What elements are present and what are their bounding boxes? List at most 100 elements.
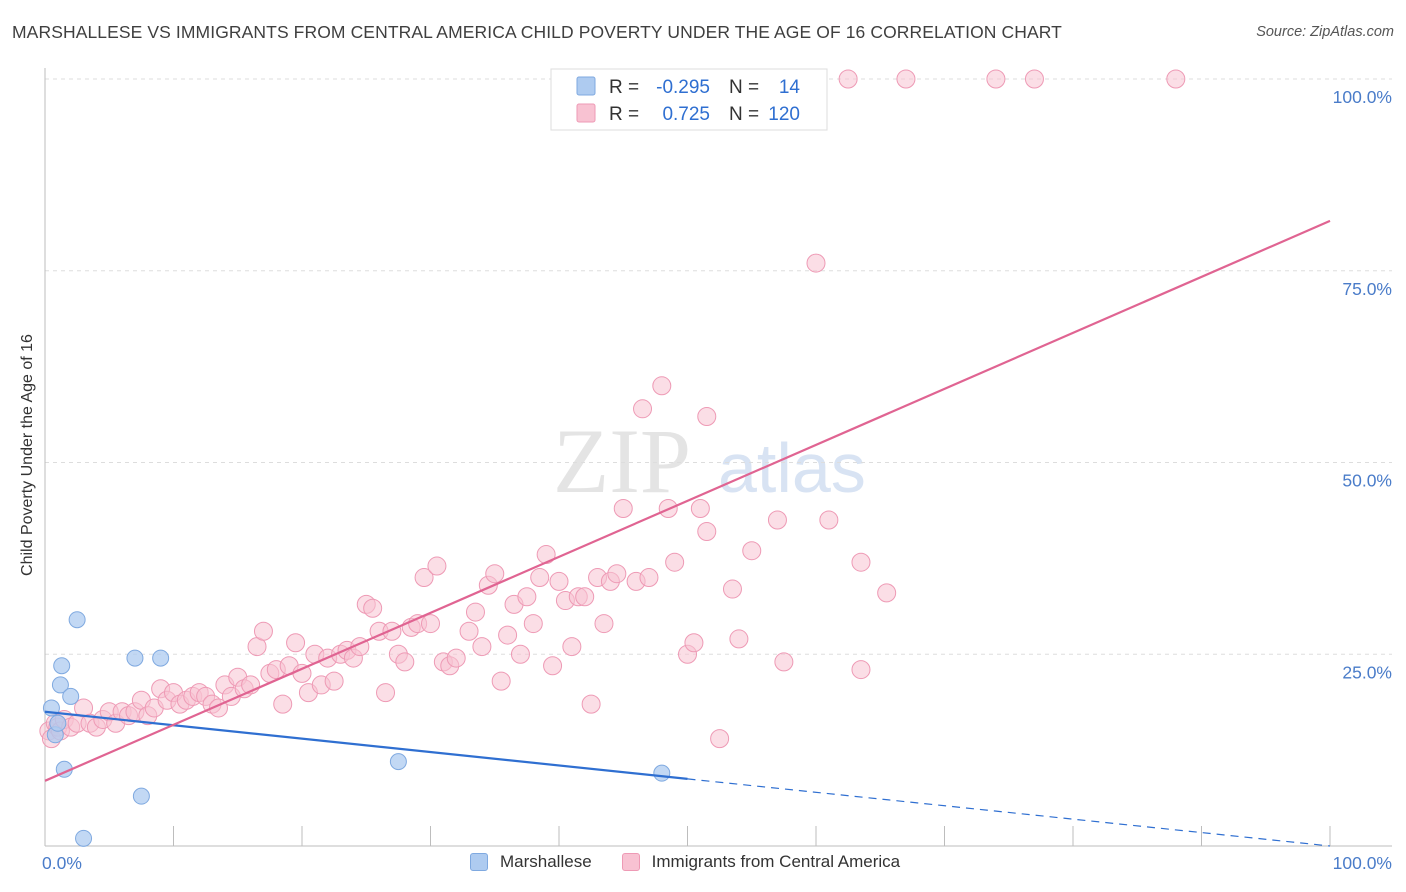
legend-label-marshallese: Marshallese [500, 852, 592, 871]
point-immigrants-75 [510, 644, 530, 664]
point-immigrants-88 [594, 614, 614, 634]
point-immigrants-77 [523, 614, 543, 634]
watermark: ZIP atlas [553, 410, 866, 512]
point-immigrants-67 [459, 621, 479, 641]
trend-line-marshallese-extension [687, 778, 1331, 847]
point-immigrants-110 [851, 660, 871, 680]
gridlines [45, 78, 1392, 655]
legend-label-immigrants: Immigrants from Central America [651, 852, 901, 871]
point-marshallese-12 [389, 753, 407, 771]
point-marshallese-9 [126, 649, 144, 667]
point-immigrants-39 [273, 694, 293, 714]
legend-n-label-2: N = [729, 104, 759, 125]
point-marshallese-13 [653, 764, 671, 782]
point-immigrants-97 [665, 552, 685, 572]
point-immigrants-107 [774, 652, 794, 672]
legend-r-value-1: -0.295 [656, 77, 710, 98]
point-immigrants-94 [639, 568, 659, 588]
point-immigrants-55 [376, 683, 396, 703]
legend-n-value-1: 14 [779, 77, 801, 98]
point-immigrants-41 [286, 633, 306, 653]
trend-line-immigrants [44, 219, 1331, 782]
point-immigrants-104 [729, 629, 749, 649]
axes [44, 68, 1392, 847]
point-immigrants-69 [472, 637, 492, 657]
legend-n-label-1: N = [729, 77, 759, 98]
y-tick-label-50: 50.0% [1342, 471, 1392, 491]
point-marshallese-10 [132, 787, 150, 805]
legend-swatch-immigrants [621, 853, 640, 871]
point-immigrants-78 [530, 568, 550, 588]
legend-swatch-marshallese [470, 853, 488, 871]
point-immigrants-71 [485, 564, 505, 584]
point-immigrants-105 [742, 541, 762, 561]
legend-swatch-pink [576, 103, 596, 123]
trend-lines [44, 219, 1331, 847]
point-marshallese-6 [62, 687, 80, 705]
point-immigrants-116 [896, 69, 916, 89]
source-label: Source: ZipAtlas.com [1256, 24, 1394, 40]
point-immigrants-85 [575, 587, 595, 607]
point-immigrants-102 [710, 729, 730, 749]
legend-item-immigrants[interactable]: Immigrants from Central America [621, 852, 901, 872]
watermark-atlas: atlas [718, 429, 866, 507]
point-immigrants-99 [684, 633, 704, 653]
point-immigrants-68 [465, 602, 485, 622]
point-marshallese-2 [49, 714, 67, 732]
legend-swatch-blue [576, 76, 596, 96]
point-immigrants-80 [543, 656, 563, 676]
trend-line-marshallese [44, 710, 688, 780]
point-immigrants-111 [851, 552, 871, 572]
point-immigrants-118 [1024, 69, 1044, 89]
y-tick-label-25: 25.0% [1342, 662, 1392, 682]
x-tick-label-100: 100.0% [1333, 853, 1392, 873]
y-tick-label-75: 75.0% [1342, 279, 1392, 299]
point-immigrants-115 [838, 69, 858, 89]
point-immigrants-106 [767, 510, 787, 530]
point-immigrants-103 [722, 579, 742, 599]
point-immigrants-63 [427, 556, 447, 576]
point-immigrants-91 [613, 499, 633, 519]
point-immigrants-73 [498, 625, 518, 645]
point-immigrants-76 [517, 587, 537, 607]
point-immigrants-112 [877, 583, 897, 603]
point-immigrants-86 [581, 694, 601, 714]
point-immigrants-90 [607, 564, 627, 584]
series-legend: Marshallese Immigrants from Central Amer… [470, 852, 930, 872]
tick-labels: 25.0% 50.0% 75.0% 100.0% 0.0% 100.0% [42, 87, 1392, 873]
point-immigrants-119 [1166, 69, 1186, 89]
point-immigrants-100 [690, 499, 710, 519]
series-immigrants-points [39, 69, 1186, 749]
point-immigrants-109 [819, 510, 839, 530]
point-immigrants-58 [395, 652, 415, 672]
correlation-legend: R = -0.295 N = 14 R = 0.725 N = 120 [550, 68, 828, 131]
point-immigrants-113 [697, 522, 717, 542]
point-immigrants-108 [806, 253, 826, 273]
legend-item-marshallese[interactable]: Marshallese [470, 852, 592, 872]
point-immigrants-53 [363, 598, 383, 618]
point-immigrants-93 [633, 399, 653, 419]
point-immigrants-61 [414, 568, 434, 588]
point-immigrants-72 [491, 671, 511, 691]
legend-r-label-1: R = [609, 77, 639, 98]
point-marshallese-3 [51, 676, 69, 694]
legend-r-label-2: R = [609, 104, 639, 125]
point-marshallese-8 [75, 829, 93, 847]
legend-n-value-2: 120 [768, 104, 800, 125]
point-immigrants-62 [421, 614, 440, 634]
y-tick-label-100: 100.0% [1333, 87, 1392, 107]
point-immigrants-83 [562, 637, 582, 657]
point-immigrants-47 [324, 671, 344, 691]
point-marshallese-4 [53, 657, 71, 675]
point-immigrants-95 [652, 376, 672, 396]
point-immigrants-101 [697, 406, 717, 426]
x-tick-label-0: 0.0% [42, 853, 82, 873]
point-immigrants-66 [446, 648, 466, 668]
point-marshallese-7 [68, 611, 86, 629]
chart-title: MARSHALLESE VS IMMIGRANTS FROM CENTRAL A… [12, 22, 1062, 42]
point-immigrants-36 [253, 621, 273, 641]
legend-r-value-2: 0.725 [662, 104, 710, 125]
series-marshallese-points [42, 611, 671, 847]
point-immigrants-117 [986, 69, 1006, 89]
